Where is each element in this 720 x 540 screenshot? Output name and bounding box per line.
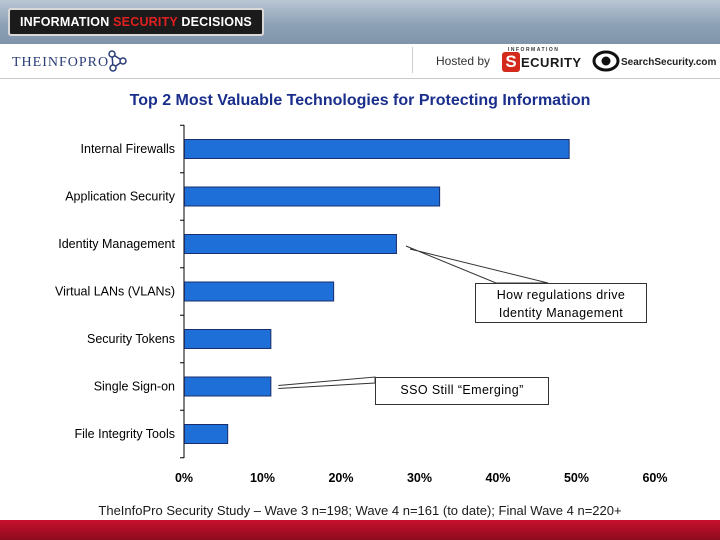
bar-virtual-lans-vlans bbox=[184, 281, 335, 302]
bar-internal-firewalls bbox=[184, 139, 570, 159]
callout-sso-leader bbox=[278, 376, 376, 389]
category-label: Application Security bbox=[65, 190, 176, 204]
bar-file-integrity-tools bbox=[184, 424, 229, 444]
x-tick-label: 30% bbox=[407, 471, 432, 485]
x-tick-label: 50% bbox=[564, 471, 589, 485]
callout-identity-line-1: How regulations drive bbox=[496, 288, 626, 302]
information-security-logo: INFORMATION S ECURITY bbox=[502, 47, 582, 75]
callout-identity-line-2: Identity Management bbox=[498, 306, 624, 320]
hosted-by-label: Hosted by bbox=[436, 54, 491, 68]
bar-security-tokens bbox=[184, 329, 272, 349]
bar-chart: Internal Firewalls Application Security Id… bbox=[55, 124, 668, 485]
badge-accent: SECURITY bbox=[113, 15, 178, 29]
badge-suffix: DECISIONS bbox=[177, 15, 252, 29]
information-security-decisions-logo: INFORMATION SECURITY DECISIONS bbox=[8, 8, 264, 36]
category-label: Virtual LANs (VLANs) bbox=[55, 285, 175, 299]
category-label: Identity Management bbox=[58, 237, 175, 251]
x-tick-label: 10% bbox=[250, 471, 275, 485]
footer-source-note: TheInfoPro Security Study – Wave 3 n=198… bbox=[98, 503, 622, 518]
infosec-top-text: INFORMATION bbox=[508, 47, 560, 53]
header-band: INFORMATION SECURITY DECISIONS bbox=[0, 0, 720, 44]
infosec-s-mark: S bbox=[502, 52, 520, 72]
chart-title: Top 2 Most Valuable Technologies for Pro… bbox=[129, 92, 591, 109]
sponsor-logo-band: THEINFOPRO Hosted by INFORMATION S ECURI… bbox=[0, 44, 720, 79]
x-tick-label: 0% bbox=[175, 471, 193, 485]
bar-identity-management bbox=[184, 234, 397, 254]
x-tick-label: 20% bbox=[328, 471, 353, 485]
category-label: Single Sign-on bbox=[94, 380, 175, 394]
badge-prefix: INFORMATION bbox=[20, 15, 114, 29]
category-label: Internal Firewalls bbox=[81, 142, 175, 156]
bar-application-security bbox=[184, 186, 441, 207]
category-label: File Integrity Tools bbox=[74, 427, 175, 441]
callout-sso-emerging: SSO Still “Emerging” bbox=[375, 377, 549, 405]
bar-single-sign-on bbox=[184, 376, 272, 397]
callout-identity-leader bbox=[405, 245, 549, 284]
x-tick-label: 40% bbox=[485, 471, 510, 485]
infosec-wordmark: ECURITY bbox=[521, 55, 582, 70]
searchsecurity-eye-icon bbox=[592, 50, 620, 72]
theinfopro-logo-text: THEINFOPRO bbox=[12, 55, 110, 70]
x-tick-label: 60% bbox=[642, 471, 667, 485]
footer-red-bar bbox=[0, 520, 720, 540]
theinfopro-network-icon bbox=[108, 50, 127, 72]
logo-divider bbox=[412, 47, 413, 73]
searchsecurity-logo-text: SearchSecurity.com bbox=[621, 57, 717, 68]
callout-identity-management: How regulations drive Identity Managemen… bbox=[475, 283, 647, 323]
category-label: Security Tokens bbox=[87, 332, 175, 346]
